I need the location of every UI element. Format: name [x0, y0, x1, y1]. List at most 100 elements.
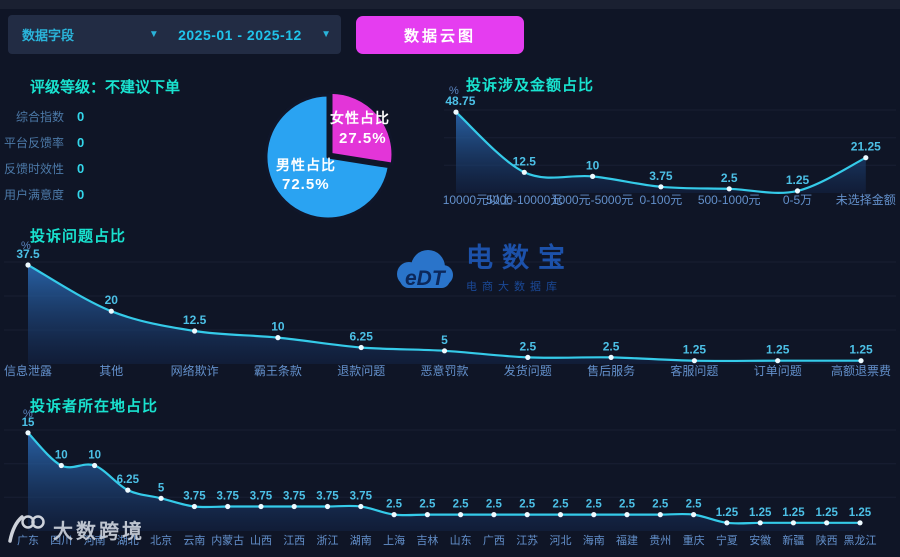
- problems-chart: 37.5 20 12.5 10 6.25 5 2.5 2.5 1.25 1.25 1.25 信息泄露 其…: [4, 247, 896, 378]
- locations-chart-ylabel: %: [23, 408, 33, 420]
- category-label: 售后服务: [587, 363, 635, 378]
- value-label: 48.75: [445, 94, 475, 108]
- value-label: 10: [271, 320, 285, 334]
- money-chart-ylabel: %: [449, 85, 459, 97]
- data-point: [441, 348, 448, 354]
- data-point: [857, 520, 863, 526]
- category-label: 浙江: [317, 534, 339, 547]
- problems-chart-ylabel: %: [21, 240, 31, 252]
- value-label: 2.5: [419, 499, 436, 511]
- value-label: 3.75: [649, 169, 673, 183]
- data-point: [453, 109, 459, 115]
- value-label: 2.5: [721, 171, 738, 185]
- watermark-name: 电数宝: [466, 242, 574, 273]
- data-point: [391, 512, 397, 518]
- value-label: 1.25: [786, 173, 810, 187]
- category-label: 湖北: [117, 534, 139, 547]
- rating-value: 0: [77, 109, 85, 124]
- value-label: 15: [22, 417, 35, 429]
- category-label: 5000-10000元: [486, 193, 562, 207]
- category-label: 吉林: [416, 533, 438, 547]
- watermark: eDT 电数宝 电商大数据库: [392, 241, 574, 297]
- category-label: 未选择金额: [836, 192, 896, 207]
- category-label: 0-5万: [783, 193, 812, 207]
- value-label: 12.5: [183, 313, 207, 327]
- value-label: 3.75: [250, 491, 273, 503]
- category-label: 重庆: [683, 533, 705, 547]
- category-label: 云南: [183, 534, 205, 547]
- data-point: [790, 520, 797, 526]
- data-cloud-button[interactable]: 数据云图: [356, 16, 524, 54]
- category-label: 发货问题: [504, 363, 552, 378]
- pie-label-male-name: 男性占比: [276, 157, 336, 173]
- data-point: [92, 462, 98, 469]
- data-point: [524, 512, 530, 518]
- data-point: [858, 358, 864, 364]
- category-label: 上海: [383, 533, 405, 547]
- data-point: [608, 354, 614, 360]
- data-point: [424, 512, 430, 518]
- category-label: 江西: [283, 534, 305, 547]
- category-label: 宁夏: [716, 533, 738, 547]
- value-label: 21.25: [851, 140, 881, 154]
- category-label: 黑龙江: [844, 534, 877, 547]
- data-point: [324, 503, 331, 510]
- data-point: [624, 512, 630, 518]
- rating-value: 0: [77, 161, 85, 176]
- category-label: 山西: [250, 534, 272, 547]
- area-fill: [28, 265, 861, 364]
- date-range-value: 2025-01 - 2025-12: [178, 26, 302, 43]
- money-chart-title: 投诉涉及金额占比: [466, 77, 595, 94]
- category-label: 霸王条款: [254, 364, 302, 378]
- value-label: 2.5: [586, 499, 603, 511]
- category-label: 安徽: [749, 533, 771, 547]
- rating-row: 平台反馈率 0: [0, 134, 84, 151]
- gender-pie-chart: [264, 90, 395, 221]
- locations-chart: 15 10 10 6.25 5 3.75 3.75 3.75 3.75 3.75 3.75 2.5 2.…: [4, 417, 896, 547]
- category-label: 河北: [550, 534, 572, 547]
- area-fill: [28, 432, 860, 531]
- category-label: 河南: [84, 534, 106, 547]
- data-point: [591, 512, 597, 518]
- problems-chart-title: 投诉问题占比: [30, 228, 127, 245]
- category-label: 500-1000元: [698, 193, 761, 207]
- data-point: [25, 430, 31, 436]
- category-label: 贵州: [649, 534, 671, 547]
- category-label: 四川: [50, 535, 72, 547]
- value-label: 2.5: [453, 499, 470, 511]
- category-label: 山东: [450, 534, 472, 547]
- rating-row: 用户满意度 0: [0, 186, 84, 203]
- value-label: 10: [55, 450, 68, 462]
- value-label: 1.25: [816, 507, 839, 519]
- value-label: 3.75: [283, 491, 306, 503]
- data-point: [757, 520, 763, 526]
- value-label: 2.5: [519, 339, 536, 353]
- data-point: [794, 188, 801, 194]
- data-point: [275, 335, 281, 341]
- value-label: 1.25: [749, 507, 772, 519]
- value-label: 3.75: [183, 491, 206, 503]
- data-point: [590, 173, 596, 179]
- rating-title: 评级等级：不建议下单: [30, 79, 181, 96]
- rating-label: 反馈时效性: [3, 162, 64, 176]
- rating-label: 综合指数: [15, 110, 64, 124]
- category-label: 其他: [99, 364, 123, 378]
- pie-label-female-name: 女性占比: [330, 110, 390, 126]
- field-select[interactable]: 数据字段 ▼: [8, 15, 169, 54]
- rating-row: 反馈时效性 0: [0, 160, 84, 177]
- value-label: 3.75: [350, 491, 373, 503]
- data-point: [521, 169, 527, 175]
- watermark-logo-text: eDT: [405, 267, 447, 290]
- pie-slice-female: [329, 90, 395, 166]
- value-label: 10: [586, 158, 600, 172]
- date-range-select[interactable]: 2025-01 - 2025-12: [169, 15, 311, 54]
- value-label: 2.5: [386, 499, 403, 511]
- value-label: 1.25: [766, 343, 790, 357]
- data-point: [358, 344, 364, 351]
- category-label: 退款问题: [337, 364, 385, 378]
- data-point: [25, 262, 31, 268]
- pie-label-male-value: 72.5%: [282, 176, 330, 193]
- data-point: [557, 512, 564, 518]
- data-point: [458, 512, 464, 518]
- value-label: 1.25: [849, 507, 872, 519]
